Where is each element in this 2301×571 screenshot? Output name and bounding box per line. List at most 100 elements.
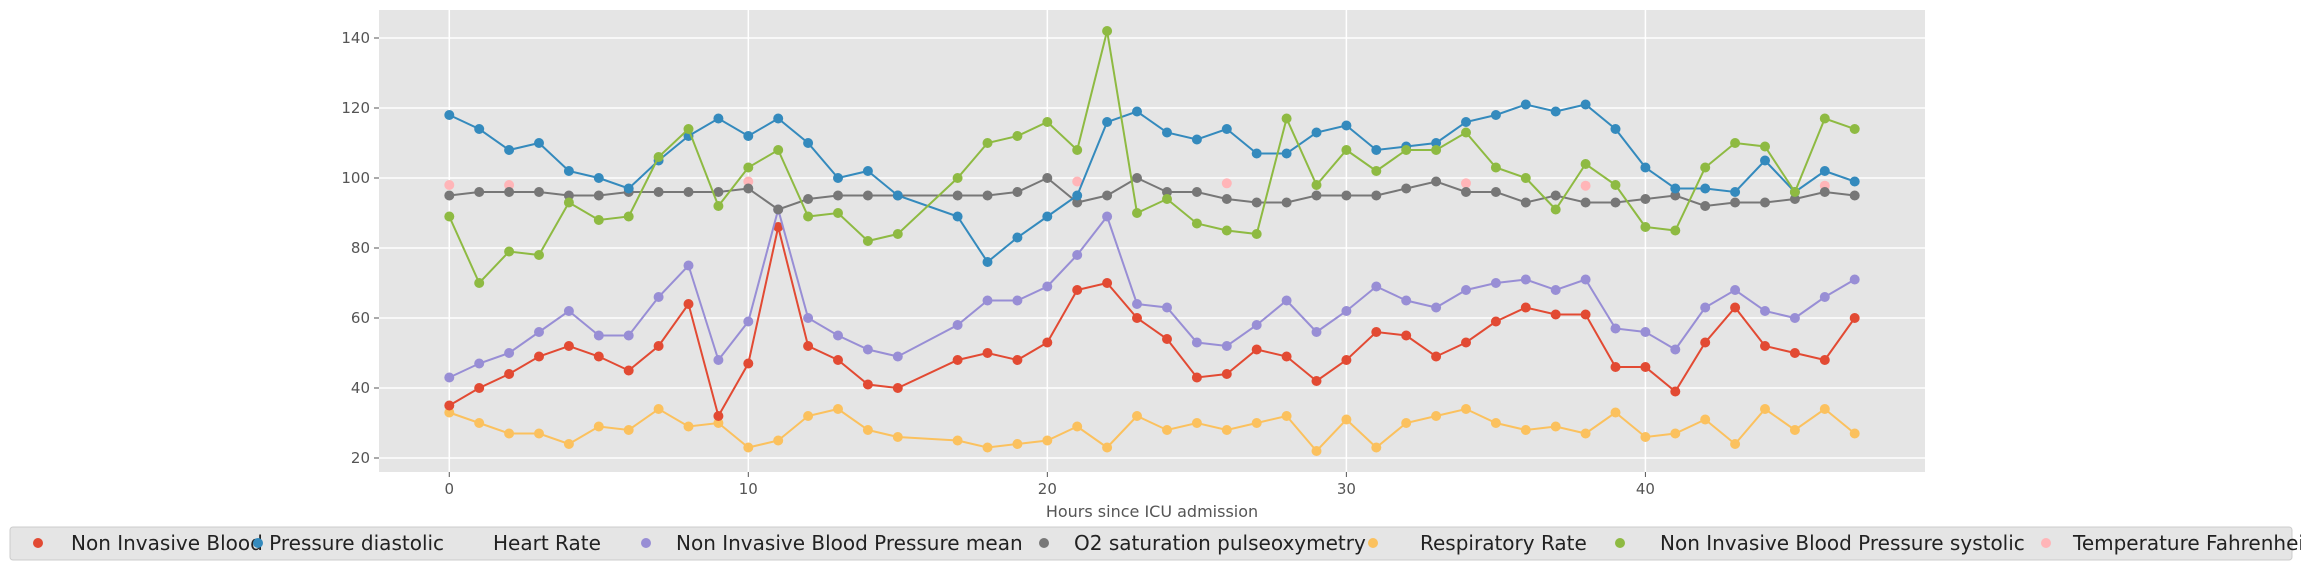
- data-point: [803, 138, 814, 148]
- data-point: [1819, 355, 1830, 365]
- data-point: [1042, 211, 1053, 222]
- legend-entry: Non Invasive Blood Pressure systolic: [1660, 531, 2025, 555]
- data-point: [1251, 197, 1262, 208]
- data-point: [1819, 187, 1830, 197]
- data-point: [1012, 295, 1023, 306]
- data-point: [623, 365, 634, 376]
- data-point: [743, 442, 754, 453]
- data-point: [1162, 187, 1172, 197]
- data-point: [1550, 190, 1561, 201]
- data-point: [563, 439, 574, 449]
- data-point: [563, 190, 574, 201]
- data-point: [803, 194, 814, 204]
- data-point: [1281, 148, 1292, 159]
- data-point: [534, 351, 544, 362]
- data-point: [1789, 425, 1800, 435]
- data-point: [862, 236, 873, 246]
- plot-area: [379, 10, 1925, 472]
- data-point: [1012, 355, 1023, 365]
- data-point: [444, 211, 455, 222]
- data-point: [713, 355, 724, 365]
- data-point: [952, 190, 963, 201]
- data-point: [1461, 285, 1471, 295]
- data-point: [1640, 362, 1651, 372]
- data-point: [1012, 439, 1023, 449]
- data-point: [504, 246, 515, 257]
- data-point: [1132, 411, 1142, 421]
- data-point: [1700, 414, 1711, 425]
- data-point: [1251, 229, 1262, 239]
- data-point: [623, 211, 634, 222]
- data-point: [653, 341, 664, 351]
- data-point: [1520, 425, 1531, 435]
- data-point: [474, 383, 485, 393]
- data-point: [1640, 162, 1651, 173]
- data-point: [1221, 225, 1232, 236]
- data-point: [1431, 138, 1442, 148]
- x-tick-label: 40: [1636, 480, 1655, 498]
- data-point: [1281, 411, 1292, 421]
- data-point: [1221, 194, 1232, 204]
- data-point: [1221, 341, 1232, 351]
- data-point: [504, 348, 515, 358]
- data-point: [474, 358, 485, 369]
- series-4: [444, 404, 1860, 456]
- x-tick-label: 10: [739, 480, 758, 498]
- data-point: [474, 278, 485, 288]
- data-point: [1849, 274, 1860, 285]
- data-point: [1072, 190, 1083, 201]
- legend-entry: Heart Rate: [493, 531, 601, 555]
- data-point: [982, 442, 993, 453]
- data-point: [593, 190, 604, 201]
- data-point: [1730, 285, 1741, 295]
- data-point: [444, 372, 455, 383]
- data-point: [1700, 201, 1711, 211]
- data-point: [833, 355, 843, 365]
- data-point: [534, 187, 544, 197]
- data-point: [1580, 428, 1591, 439]
- data-point: [892, 383, 903, 393]
- data-point: [1610, 180, 1621, 190]
- data-point: [1401, 183, 1412, 194]
- data-point: [1760, 155, 1770, 166]
- data-point: [1461, 178, 1471, 189]
- x-tick-label: 20: [1038, 480, 1057, 498]
- data-point: [982, 348, 993, 358]
- data-point: [474, 187, 485, 197]
- data-point: [1072, 421, 1083, 432]
- series-5: [444, 26, 1860, 288]
- data-point: [683, 187, 694, 197]
- data-point: [504, 187, 515, 197]
- gridlines: [379, 10, 1925, 472]
- data-point: [1819, 166, 1830, 176]
- data-point: [1072, 176, 1083, 187]
- data-point: [1760, 404, 1770, 414]
- data-point: [1042, 337, 1053, 348]
- data-point: [862, 379, 873, 390]
- data-point: [1760, 197, 1770, 208]
- data-point: [683, 260, 694, 271]
- data-point: [862, 425, 873, 435]
- data-point: [534, 250, 544, 260]
- legend-marker: [2041, 538, 2051, 548]
- data-point: [1490, 418, 1501, 428]
- data-point: [534, 327, 544, 337]
- data-point: [1461, 127, 1471, 138]
- data-point: [1012, 187, 1023, 197]
- data-point: [1401, 145, 1412, 155]
- data-point: [1520, 302, 1531, 313]
- data-point: [593, 421, 604, 432]
- data-point: [1191, 372, 1202, 383]
- data-point: [952, 435, 963, 446]
- data-point: [1520, 173, 1531, 183]
- data-point: [1789, 313, 1800, 323]
- data-point: [1191, 418, 1202, 428]
- data-point: [683, 299, 694, 309]
- data-point: [1760, 141, 1770, 152]
- y-tick-label: 80: [351, 239, 370, 257]
- data-point: [1281, 351, 1292, 362]
- data-point: [833, 330, 843, 341]
- data-point: [1221, 178, 1232, 189]
- series-0: [444, 222, 1860, 421]
